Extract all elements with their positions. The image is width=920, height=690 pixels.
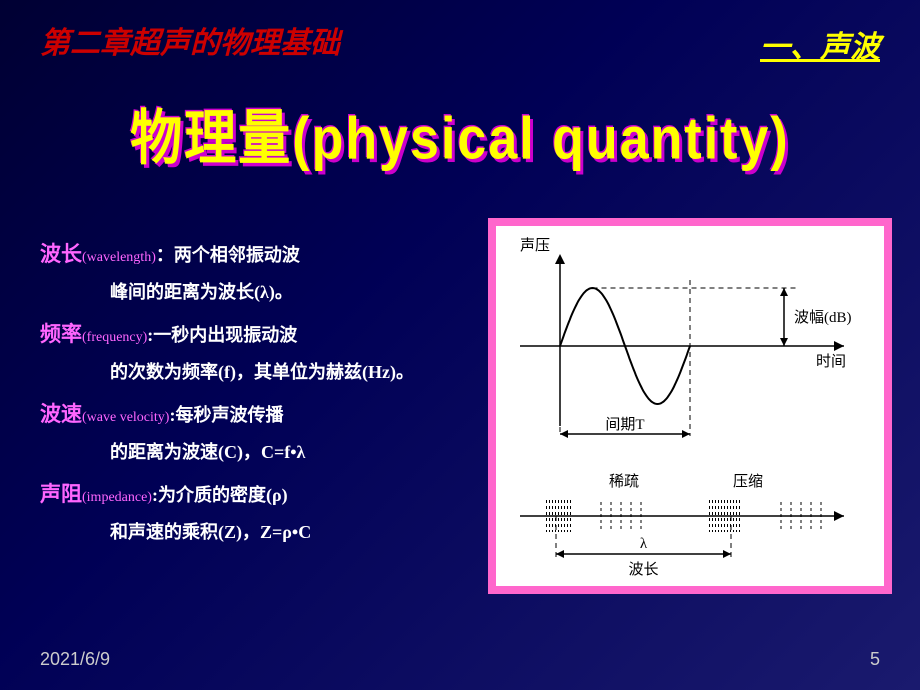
chapter-heading: 第二章超声的物理基础 <box>40 18 340 62</box>
figure-frame: 声压时间 波幅(dB) 间期T 稀疏 压缩 λ 波长 <box>490 220 890 592</box>
svg-text:波幅(dB): 波幅(dB) <box>794 309 852 326</box>
term-cn: 波长 <box>40 242 82 266</box>
wave-diagram: 声压时间 波幅(dB) 间期T 稀疏 压缩 λ 波长 <box>496 226 884 586</box>
def-wavelength: 波长(wavelength)：两个相邻振动波 峰间的距离为波长(λ)。 <box>40 235 460 309</box>
def-line1: 两个相邻振动波 <box>174 245 300 265</box>
def-velocity: 波速(wave velocity):每秒声波传播 的距离为波速(C)，C=f•λ <box>40 395 460 469</box>
def-line2: 峰间的距离为波长(λ)。 <box>40 275 460 309</box>
def-line1: 一秒内出现振动波 <box>153 325 297 345</box>
def-line2: 和声速的乘积(Z)，Z=ρ•C <box>40 515 460 549</box>
def-line2: 的距离为波速(C)，C=f•λ <box>40 435 460 469</box>
svg-text:声压: 声压 <box>520 236 550 254</box>
svg-text:时间: 时间 <box>816 353 846 370</box>
figure-inner: 声压时间 波幅(dB) 间期T 稀疏 压缩 λ 波长 <box>496 226 884 586</box>
svg-text:间期T: 间期T <box>605 416 644 433</box>
def-line1: 为介质的密度(ρ) <box>158 485 288 505</box>
term-cn: 声阻 <box>40 482 82 506</box>
page-title: 物理量(physical quantity) <box>0 89 920 175</box>
section-heading: 一、声波 <box>760 22 880 66</box>
sep: ： <box>156 245 174 265</box>
def-line1: 每秒声波传播 <box>175 405 283 425</box>
term-cn: 频率 <box>40 322 82 346</box>
term-en: (frequency) <box>82 330 147 345</box>
def-impedance: 声阻(impedance):为介质的密度(ρ) 和声速的乘积(Z)，Z=ρ•C <box>40 475 460 549</box>
def-frequency: 频率(frequency):一秒内出现振动波 的次数为频率(f)，其单位为赫兹(… <box>40 315 460 389</box>
def-line2: 的次数为频率(f)，其单位为赫兹(Hz)。 <box>40 355 460 389</box>
svg-text:λ: λ <box>640 536 648 552</box>
footer-page: 5 <box>870 649 880 670</box>
definitions-block: 波长(wavelength)：两个相邻振动波 峰间的距离为波长(λ)。 频率(f… <box>40 235 460 555</box>
svg-text:压缩: 压缩 <box>733 473 763 490</box>
term-en: (wave velocity) <box>82 410 169 425</box>
footer-date: 2021/6/9 <box>40 649 110 670</box>
svg-text:波长: 波长 <box>628 561 658 578</box>
term-en: (impedance) <box>82 490 152 505</box>
term-en: (wavelength) <box>82 250 156 265</box>
svg-text:稀疏: 稀疏 <box>609 473 639 490</box>
term-cn: 波速 <box>40 402 82 426</box>
